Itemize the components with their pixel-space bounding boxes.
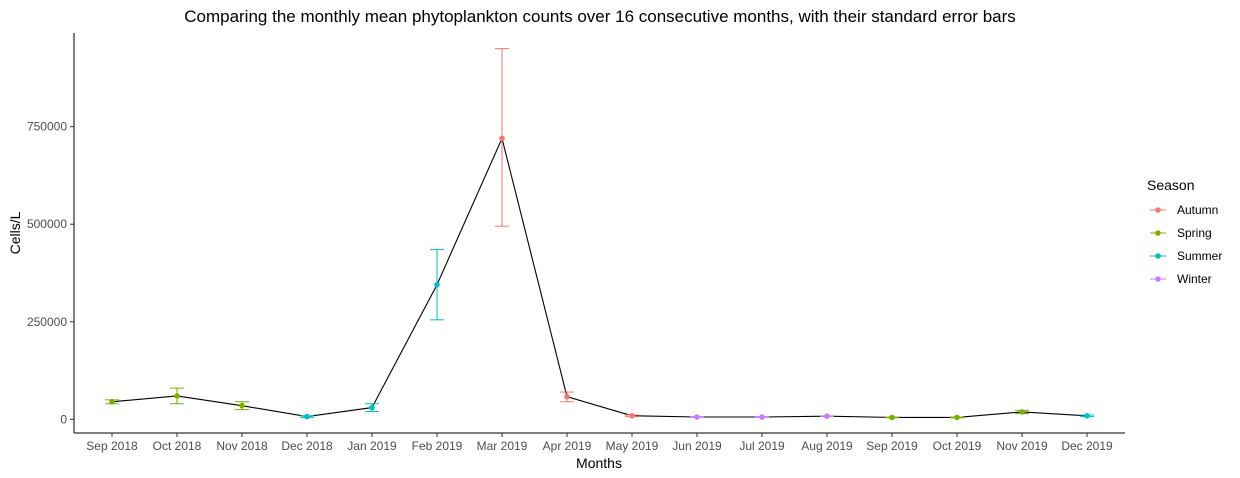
x-tick-label: Jan 2019 [347,439,397,453]
y-tick-label: 250000 [27,315,67,329]
data-point [109,398,115,405]
x-tick-label: Feb 2019 [412,439,463,453]
mean-line [111,136,1088,418]
data-point [694,414,700,420]
legend-item: Spring [1150,226,1212,240]
legend-key-point [1155,230,1161,236]
legend-item: Autumn [1150,203,1218,217]
legend: Season Autumn Spring Summer Winter [1147,177,1222,286]
x-tick-label: Mar 2019 [477,439,528,453]
chart-title: Comparing the monthly mean phytoplankton… [184,7,1016,26]
data-point [434,281,440,288]
data-point [564,393,570,400]
data-point [304,413,310,420]
legend-label: Spring [1177,226,1212,240]
data-point [889,414,895,421]
x-tick-label: Nov 2018 [216,439,268,453]
x-tick-label: Sep 2018 [86,439,138,453]
data-point [824,413,830,420]
x-axis-ticks: Sep 2018 Oct 2018 Nov 2018 Dec 2018 Jan 2019… [86,433,1113,453]
x-tick-label: Sep 2019 [866,439,918,453]
data-point [239,402,245,409]
data-point [759,414,765,420]
x-tick-label: Jun 2019 [672,439,722,453]
legend-title: Season [1147,177,1194,193]
plot-area: 0 250000 500000 750000 Sep 2018 Oct 2018 Nov … [27,33,1125,453]
x-tick-label: Dec 2019 [1061,439,1113,453]
x-tick-label: Jul 2019 [739,439,785,453]
data-point [174,393,180,399]
legend-key-point [1155,253,1161,259]
x-tick-label: Apr 2019 [543,439,592,453]
y-axis-ticks: 0 250000 500000 750000 [27,120,74,426]
x-tick-label: May 2019 [606,439,659,453]
legend-key-point [1155,276,1161,282]
legend-items: Autumn Spring Summer Winter [1150,203,1222,286]
legend-label: Summer [1177,249,1222,263]
x-tick-label: Aug 2019 [801,439,853,453]
data-point [369,404,375,411]
legend-key-point [1155,207,1161,213]
x-tick-label: Dec 2018 [281,439,333,453]
data-point [499,135,505,142]
y-tick-label: 0 [60,412,67,426]
x-tick-label: Nov 2019 [996,439,1048,453]
x-tick-label: Oct 2019 [933,439,982,453]
data-point [629,413,635,419]
legend-item: Winter [1150,272,1212,286]
error-bars [105,48,1094,419]
data-point [1084,413,1090,419]
legend-label: Autumn [1177,203,1218,217]
legend-item: Summer [1150,249,1222,263]
data-points [109,135,1090,421]
legend-label: Winter [1177,272,1212,286]
mean-line-series [111,136,1088,418]
y-tick-label: 500000 [27,217,67,231]
x-axis-title: Months [576,455,622,471]
y-tick-label: 750000 [27,120,67,134]
x-tick-label: Oct 2018 [153,439,202,453]
y-axis-title: Cells/L [7,211,23,254]
data-point [1019,409,1025,415]
data-point [954,414,960,421]
